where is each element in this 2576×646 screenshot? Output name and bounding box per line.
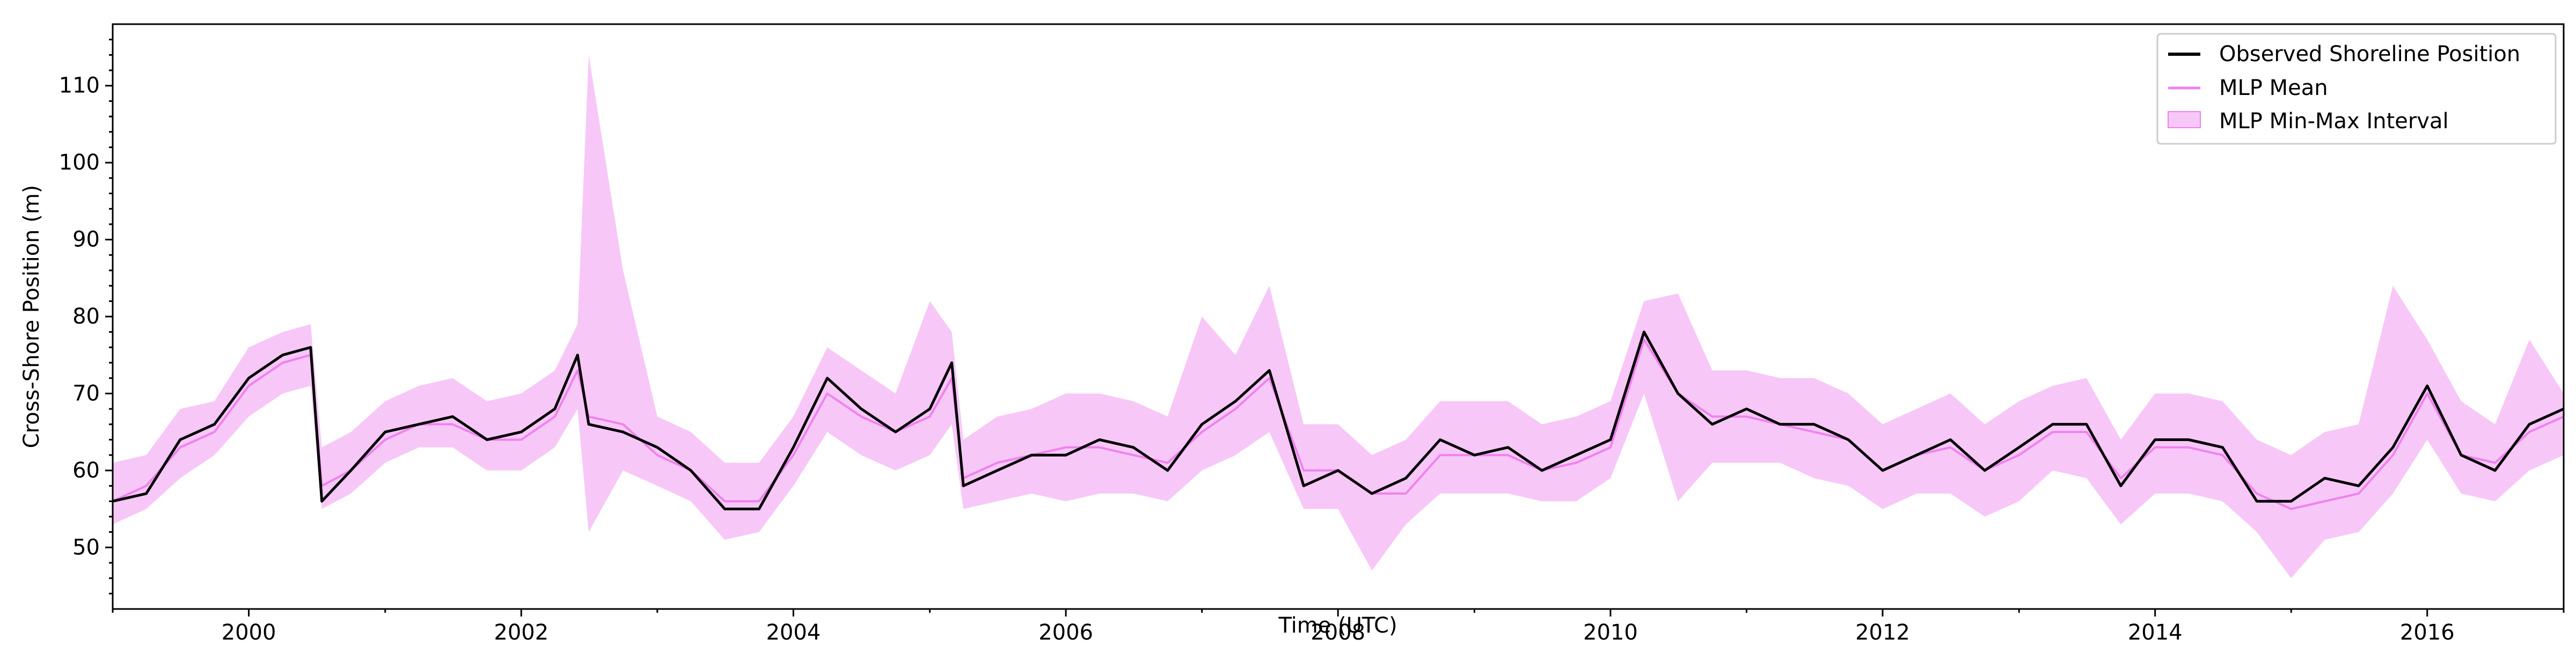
x-tick-label: 2014 xyxy=(2128,620,2183,644)
observed-line xyxy=(112,331,2565,511)
legend-label-mlp-band: MLP Min-Max Interval xyxy=(2219,109,2449,134)
y-tick-label: 80 xyxy=(72,304,100,329)
y-tick-label: 90 xyxy=(72,227,100,252)
plot-area xyxy=(113,24,2564,609)
y-tick-label: 70 xyxy=(72,381,100,406)
x-tick-label: 2012 xyxy=(1855,620,1910,644)
legend-label-mlp-mean: MLP Mean xyxy=(2219,76,2328,100)
x-axis-ticks: 2000 2002 2004 2006 2008 2010 2012 2014 2016 xyxy=(112,609,2565,645)
x-tick-label: 2006 xyxy=(1038,620,1093,644)
y-axis-label: Cross-Shore Position (m) xyxy=(19,185,44,449)
x-tick-label: 2008 xyxy=(1311,620,1365,644)
x-axis-label: Time (UTC) xyxy=(1278,613,1397,638)
legend-swatch-mlp-band xyxy=(2168,111,2201,128)
y-tick-label: 60 xyxy=(72,458,100,483)
x-tick-label: 2016 xyxy=(2400,620,2455,644)
y-axis-ticks: 50 60 70 80 90 100 110 xyxy=(59,39,113,594)
y-tick-label: 50 xyxy=(72,535,100,560)
legend: Observed Shoreline Position MLP Mean MLP… xyxy=(2156,33,2557,145)
y-tick-label: 110 xyxy=(59,74,100,98)
x-tick-label: 2002 xyxy=(494,620,548,644)
observed-layer xyxy=(112,331,2565,511)
x-tick-label: 2004 xyxy=(766,620,821,644)
legend-box xyxy=(2156,33,2557,145)
x-tick-label: 2010 xyxy=(1583,620,1638,644)
legend-label-observed: Observed Shoreline Position xyxy=(2219,42,2520,67)
y-tick-label: 100 xyxy=(59,150,100,175)
x-tick-label: 2000 xyxy=(222,620,276,644)
